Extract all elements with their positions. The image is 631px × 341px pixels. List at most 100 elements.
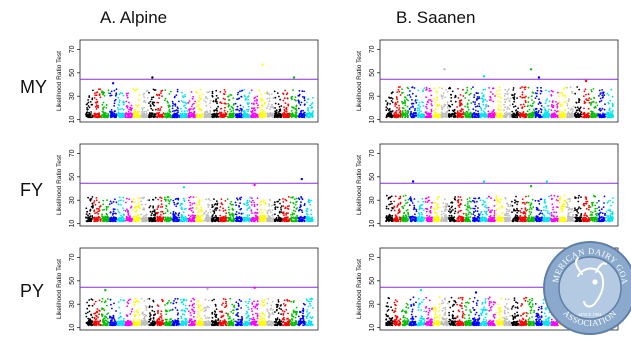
chromosome-29-points	[606, 89, 614, 118]
snp-point	[487, 105, 489, 107]
snp-point	[126, 93, 128, 95]
snp-point	[200, 207, 202, 209]
snp-point	[452, 91, 454, 93]
snp-point	[484, 99, 486, 101]
chromosome-5-points	[417, 87, 426, 118]
snp-point	[430, 95, 432, 97]
snp-point	[134, 116, 136, 118]
snp-point	[212, 210, 214, 212]
snp-point	[184, 96, 186, 98]
snp-point	[484, 108, 486, 110]
snp-point	[181, 92, 183, 94]
snp-point	[137, 197, 139, 199]
chromosome-25-points	[274, 91, 283, 119]
snp-point	[483, 110, 485, 112]
snp-point	[235, 218, 237, 220]
snp-point	[558, 115, 560, 117]
snp-point	[161, 200, 163, 202]
snp-point	[279, 220, 281, 222]
snp-point	[535, 92, 537, 94]
snp-point	[279, 99, 281, 101]
snp-point	[138, 203, 140, 205]
snp-point	[140, 214, 142, 216]
snp-point	[303, 91, 305, 93]
snp-point	[150, 108, 152, 110]
chromosome-11-points	[164, 196, 173, 222]
snp-point	[199, 95, 201, 97]
snp-point	[521, 86, 523, 88]
snp-point	[118, 220, 120, 222]
snp-point	[99, 88, 101, 90]
snp-point	[245, 218, 247, 220]
snp-point	[238, 110, 240, 112]
snp-point	[551, 105, 553, 107]
snp-point	[567, 116, 569, 118]
snp-point	[425, 96, 427, 98]
snp-point	[594, 116, 596, 118]
snp-point	[205, 111, 207, 113]
snp-point	[216, 95, 218, 97]
snp-point	[196, 217, 198, 219]
snp-point	[126, 198, 128, 200]
snp-point	[414, 109, 416, 111]
snp-point	[396, 99, 398, 101]
snp-point	[189, 100, 191, 102]
column-title-saanen: B. Saanen	[396, 8, 475, 28]
snp-point	[294, 116, 296, 118]
snp-point	[402, 92, 404, 94]
chromosome-13-points	[480, 89, 488, 119]
snp-point	[295, 113, 297, 115]
snp-point	[181, 217, 183, 219]
snp-point	[110, 201, 112, 203]
snp-point	[476, 98, 478, 100]
snp-point	[454, 109, 456, 111]
snp-point	[551, 116, 553, 118]
snp-point	[406, 113, 408, 115]
snp-point	[200, 209, 202, 211]
snp-point	[492, 101, 494, 103]
snp-point	[154, 209, 156, 211]
snp-point	[285, 214, 287, 216]
snp-point	[184, 105, 186, 107]
snp-point	[93, 209, 95, 211]
chromosome-22-points	[250, 89, 259, 118]
snp-point	[312, 110, 314, 112]
snp-point	[566, 113, 568, 115]
snp-point	[178, 217, 180, 219]
snp-point	[441, 109, 443, 111]
snp-point	[139, 207, 141, 209]
snp-point	[457, 110, 459, 112]
snp-point	[246, 109, 248, 111]
snp-point	[607, 102, 609, 104]
snp-point	[173, 217, 175, 219]
snp-point	[199, 97, 201, 99]
snp-point	[97, 107, 99, 109]
snp-point	[588, 108, 590, 110]
snp-point	[194, 107, 196, 109]
snp-point	[499, 89, 501, 91]
snp-point	[288, 196, 290, 198]
snp-point	[576, 116, 578, 118]
snp-point	[572, 113, 574, 115]
snp-point	[444, 97, 446, 99]
peak-point	[483, 75, 485, 77]
snp-point	[523, 104, 525, 106]
snp-point	[249, 92, 251, 94]
snp-point	[309, 116, 311, 118]
snp-point	[596, 105, 598, 107]
snp-point	[468, 99, 470, 101]
snp-point	[151, 99, 153, 101]
snp-point	[155, 109, 157, 111]
snp-point	[300, 114, 302, 116]
snp-point	[299, 90, 301, 92]
peak-point	[443, 68, 445, 70]
snp-point	[204, 113, 206, 115]
snp-point	[102, 200, 104, 202]
snp-point	[249, 207, 251, 209]
snp-point	[225, 209, 227, 211]
snp-point	[555, 101, 557, 103]
chromosome-8-points	[140, 90, 149, 118]
snp-point	[184, 107, 186, 109]
snp-point	[590, 113, 592, 115]
snp-point	[207, 204, 209, 206]
